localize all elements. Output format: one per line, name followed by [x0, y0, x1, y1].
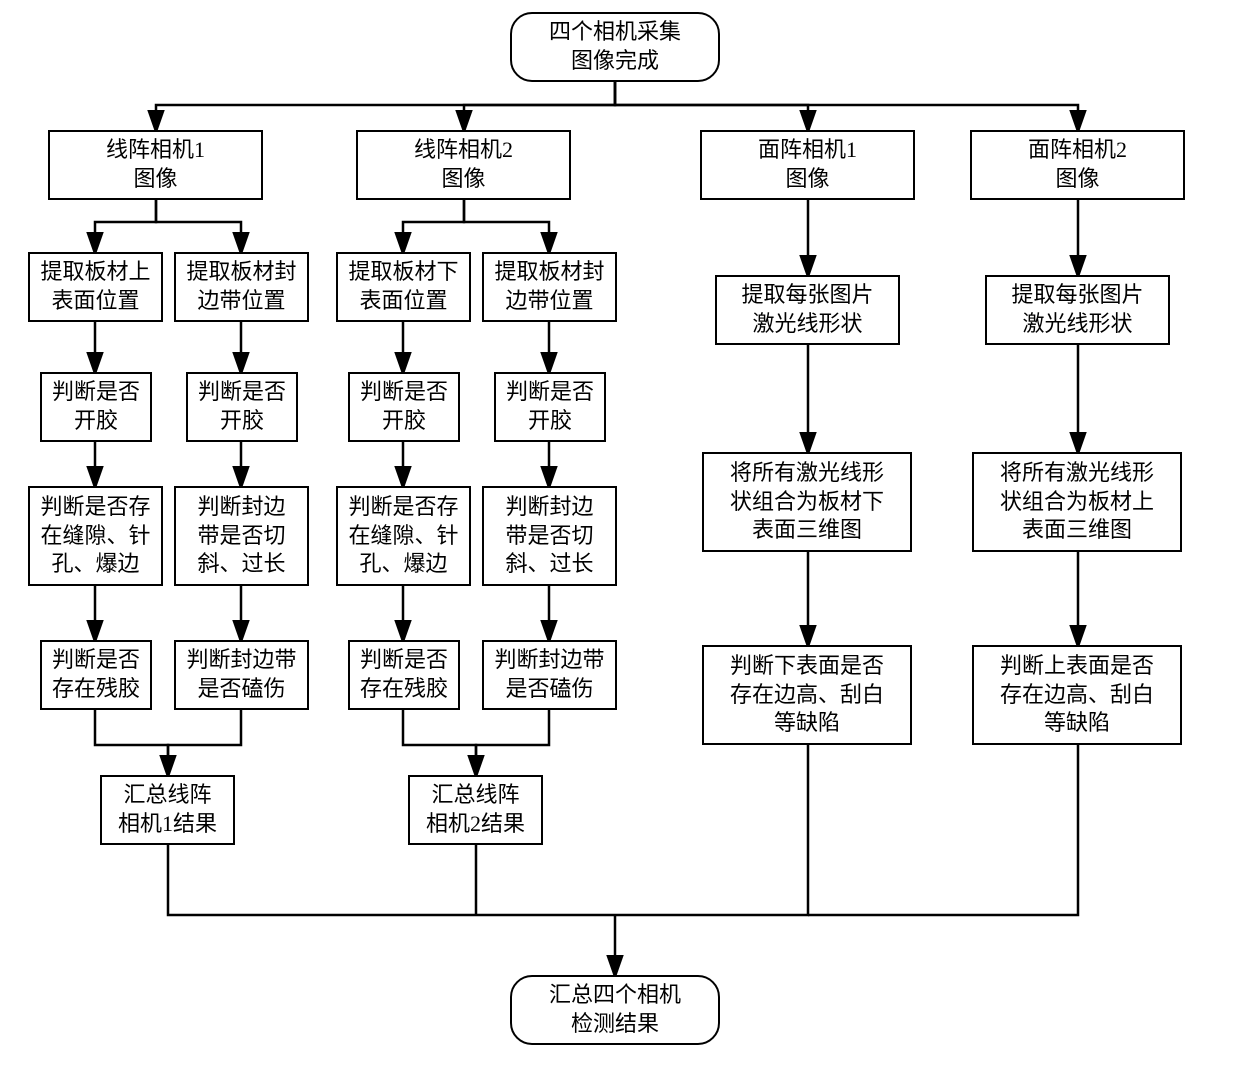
node-c1: 提取每张图片激光线形状	[715, 275, 900, 345]
node-a5: 判断是否存在缝隙、针孔、爆边	[28, 486, 163, 586]
node-b0: 线阵相机2图像	[356, 130, 571, 200]
node-b3: 判断是否开胶	[348, 372, 460, 442]
node-end: 汇总四个相机检测结果	[510, 975, 720, 1045]
node-start: 四个相机采集图像完成	[510, 12, 720, 82]
node-c3: 判断下表面是否存在边高、刮白等缺陷	[702, 645, 912, 745]
node-a4: 判断是否开胶	[186, 372, 298, 442]
node-a8: 判断封边带是否磕伤	[174, 640, 309, 710]
node-b7: 判断是否存在残胶	[348, 640, 460, 710]
node-b4: 判断是否开胶	[494, 372, 606, 442]
node-b8: 判断封边带是否磕伤	[482, 640, 617, 710]
node-a2: 提取板材封边带位置	[174, 252, 309, 322]
node-d0: 面阵相机2图像	[970, 130, 1185, 200]
node-a0: 线阵相机1图像	[48, 130, 263, 200]
node-d3: 判断上表面是否存在边高、刮白等缺陷	[972, 645, 1182, 745]
node-c2: 将所有激光线形状组合为板材下表面三维图	[702, 452, 912, 552]
node-b1: 提取板材下表面位置	[336, 252, 471, 322]
node-b5: 判断是否存在缝隙、针孔、爆边	[336, 486, 471, 586]
node-b9: 汇总线阵相机2结果	[408, 775, 543, 845]
node-d2: 将所有激光线形状组合为板材上表面三维图	[972, 452, 1182, 552]
node-a1: 提取板材上表面位置	[28, 252, 163, 322]
node-b2: 提取板材封边带位置	[482, 252, 617, 322]
node-a7: 判断是否存在残胶	[40, 640, 152, 710]
node-a9: 汇总线阵相机1结果	[100, 775, 235, 845]
node-d1: 提取每张图片激光线形状	[985, 275, 1170, 345]
node-a6: 判断封边带是否切斜、过长	[174, 486, 309, 586]
node-c0: 面阵相机1图像	[700, 130, 915, 200]
node-b6: 判断封边带是否切斜、过长	[482, 486, 617, 586]
node-a3: 判断是否开胶	[40, 372, 152, 442]
